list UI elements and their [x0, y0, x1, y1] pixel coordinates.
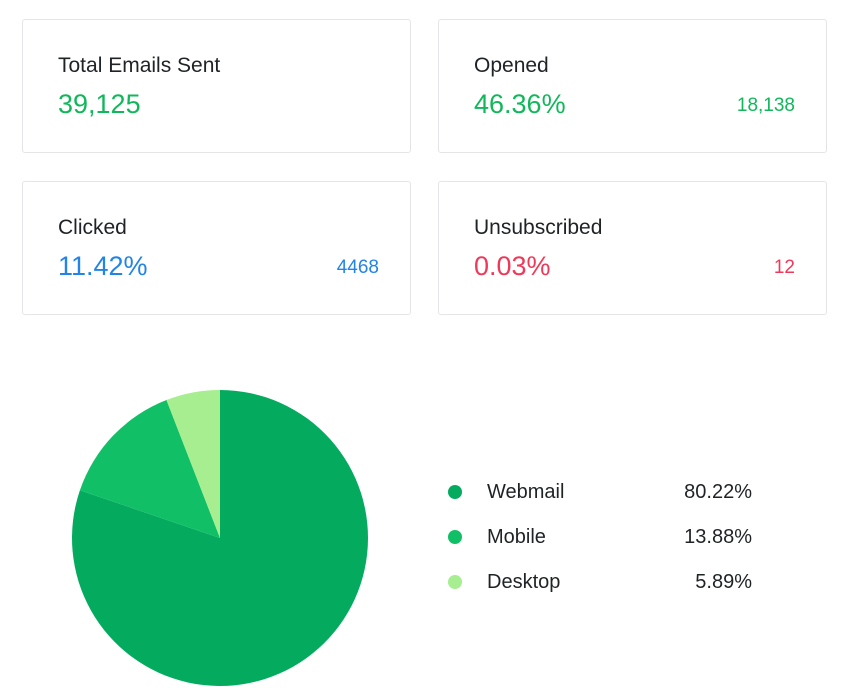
stat-label: Unsubscribed — [474, 216, 603, 239]
pie-slice-mobile — [79, 400, 220, 538]
legend-item-mobile: Mobile 13.88% — [446, 521, 758, 566]
stat-count: 4468 — [336, 257, 379, 278]
stat-value: 0.03% — [474, 251, 551, 281]
stat-value: 46.36% — [474, 89, 566, 119]
legend-label: Desktop — [487, 571, 561, 593]
pie-slice-desktop — [166, 390, 220, 538]
stat-card-unsubscribed: Unsubscribed 0.03% 12 — [438, 181, 827, 315]
legend-label: Webmail — [487, 481, 565, 503]
stat-value: 11.42% — [58, 251, 148, 281]
pie-chart-svg — [72, 390, 369, 686]
legend-value: 80.22% — [684, 481, 752, 503]
legend-value: 13.88% — [684, 526, 752, 548]
stat-label: Opened — [474, 54, 549, 77]
stat-value: 39,125 — [58, 89, 141, 119]
legend-dot — [448, 530, 462, 544]
legend-item-desktop: Desktop 5.89% — [446, 566, 758, 611]
device-pie-chart — [60, 378, 380, 698]
stat-card-opened: Opened 46.36% 18,138 — [438, 19, 827, 153]
stat-count: 12 — [773, 257, 795, 278]
stat-card-total-sent: Total Emails Sent 39,125 — [22, 19, 411, 153]
stat-label: Total Emails Sent — [58, 54, 221, 77]
legend-item-webmail: Webmail 80.22% — [446, 476, 758, 521]
legend-dot — [448, 575, 462, 589]
legend-value: 5.89% — [695, 571, 752, 593]
pie-legend: Webmail 80.22% Mobile 13.88% Desktop 5.8… — [446, 476, 758, 611]
legend-label: Mobile — [487, 526, 546, 548]
stat-count: 18,138 — [736, 95, 795, 116]
stat-card-clicked: Clicked 11.42% 4468 — [22, 181, 411, 315]
stat-label: Clicked — [58, 216, 127, 239]
legend-dot — [448, 485, 462, 499]
pie-slice-webmail — [72, 390, 369, 686]
